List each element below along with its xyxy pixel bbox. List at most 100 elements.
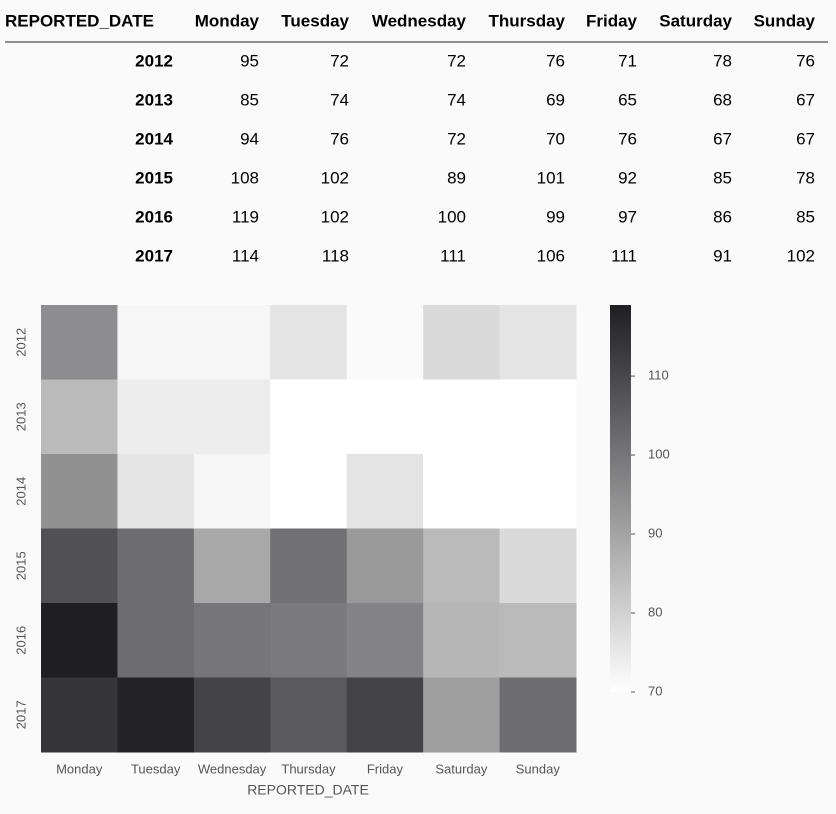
heatmap-cell xyxy=(41,603,118,678)
table-cell: 78 xyxy=(713,51,732,70)
heatmap-cell xyxy=(41,454,118,529)
heatmap-cell xyxy=(346,454,424,529)
column-header: Thursday xyxy=(488,11,565,30)
heatmap-cell xyxy=(499,305,577,380)
table-cell: 99 xyxy=(546,207,565,226)
heatmap-cell xyxy=(423,528,501,604)
table-cell: 78 xyxy=(796,168,815,187)
x-tick-label: Thursday xyxy=(281,761,336,776)
table-cell: 102 xyxy=(321,207,349,226)
y-tick-label: 2016 xyxy=(13,626,28,655)
heatmap-cell xyxy=(41,305,118,380)
colorbar-tick-label: 90 xyxy=(648,525,662,540)
table-cell: 119 xyxy=(232,207,259,226)
heatmap-cell xyxy=(193,454,271,529)
column-header: Saturday xyxy=(659,11,732,30)
heatmap-cell xyxy=(270,677,348,753)
column-header: Friday xyxy=(586,11,638,30)
colorbar xyxy=(610,305,631,692)
table-cell: 67 xyxy=(796,129,815,148)
table-cell: 95 xyxy=(240,51,259,70)
heatmap-cell xyxy=(193,379,271,455)
table-cell: 71 xyxy=(618,51,637,70)
table-cell: 76 xyxy=(796,51,815,70)
table-cell: 118 xyxy=(322,246,349,265)
colorbar-tick-label: 110 xyxy=(648,368,669,383)
heatmap-cell xyxy=(117,305,195,380)
table-cell: 106 xyxy=(537,246,565,265)
table-cell: 76 xyxy=(330,129,349,148)
table-cell: 85 xyxy=(240,90,259,109)
table-cell: 101 xyxy=(537,168,565,187)
table-cell: 70 xyxy=(546,129,565,148)
x-axis-label: REPORTED_DATE xyxy=(247,782,369,798)
heatmap-cell xyxy=(117,454,195,529)
heatmap-cell xyxy=(270,603,348,678)
heatmap-cell xyxy=(270,528,348,604)
x-tick-label: Tuesday xyxy=(131,761,181,776)
x-tick-label: Monday xyxy=(56,761,103,776)
table-cell: 65 xyxy=(618,90,637,109)
table-cell: 74 xyxy=(447,90,466,109)
table-cell: 89 xyxy=(447,168,466,187)
table-cell: 68 xyxy=(713,90,732,109)
table-cell: 108 xyxy=(231,168,259,187)
table-cell: 111 xyxy=(611,246,637,265)
y-tick-label: 2012 xyxy=(13,328,28,357)
heatmap-cell xyxy=(423,677,501,753)
table-cell: 69 xyxy=(546,90,565,109)
heatmap-cell xyxy=(117,677,195,753)
table-cell: 102 xyxy=(787,246,815,265)
heatmap-cell xyxy=(193,603,271,678)
heatmap-cell xyxy=(193,528,271,604)
table-cell: 100 xyxy=(438,207,466,226)
row-header: 2014 xyxy=(135,129,173,148)
heatmap-cell xyxy=(41,677,118,753)
heatmap-cell xyxy=(423,379,501,455)
table-cell: 76 xyxy=(618,129,637,148)
heatmap-cell xyxy=(193,677,271,753)
row-header: 2013 xyxy=(135,90,173,109)
table-cell: 102 xyxy=(321,168,349,187)
column-header: REPORTED_DATE xyxy=(5,11,154,30)
x-tick-label: Wednesday xyxy=(198,761,267,776)
heatmap-cell xyxy=(41,528,118,604)
row-header: 2016 xyxy=(135,207,173,226)
heatmap-cell xyxy=(270,454,348,529)
heatmap-cell xyxy=(346,677,424,753)
table-cell: 67 xyxy=(713,129,732,148)
heatmap-cell xyxy=(41,379,118,455)
x-tick-label: Sunday xyxy=(516,761,561,776)
heatmap-cell xyxy=(270,379,348,455)
table-cell: 76 xyxy=(546,51,565,70)
table-cell: 72 xyxy=(447,51,466,70)
table-cell: 91 xyxy=(713,246,732,265)
heatmap-cell xyxy=(499,528,577,604)
colorbar-tick-label: 100 xyxy=(648,446,670,461)
table-cell: 67 xyxy=(796,90,815,109)
heatmap-cell xyxy=(117,603,195,678)
column-header: Monday xyxy=(195,11,260,30)
heatmap-cell xyxy=(346,603,424,678)
y-tick-label: 2017 xyxy=(13,700,28,729)
heatmap-cell xyxy=(270,305,348,380)
table-cell: 72 xyxy=(330,51,349,70)
heatmap-cell xyxy=(117,379,195,455)
heatmap-cell xyxy=(499,379,577,455)
heatmap-cell xyxy=(346,379,424,455)
heatmap-cell xyxy=(499,454,577,529)
colorbar-tick-label: 70 xyxy=(648,683,662,698)
table-cell: 72 xyxy=(447,129,466,148)
heatmap-cell xyxy=(346,305,424,380)
x-tick-label: Saturday xyxy=(435,761,488,776)
column-header: Tuesday xyxy=(281,11,349,30)
column-header: Sunday xyxy=(754,11,816,30)
table-cell: 114 xyxy=(232,246,259,265)
heatmap-cell xyxy=(499,603,577,678)
table-cell: 74 xyxy=(330,90,349,109)
heatmap-cell xyxy=(499,677,577,753)
y-tick-label: 2015 xyxy=(13,551,28,580)
table-cell: 85 xyxy=(796,207,815,226)
colorbar-tick-label: 80 xyxy=(648,604,662,619)
